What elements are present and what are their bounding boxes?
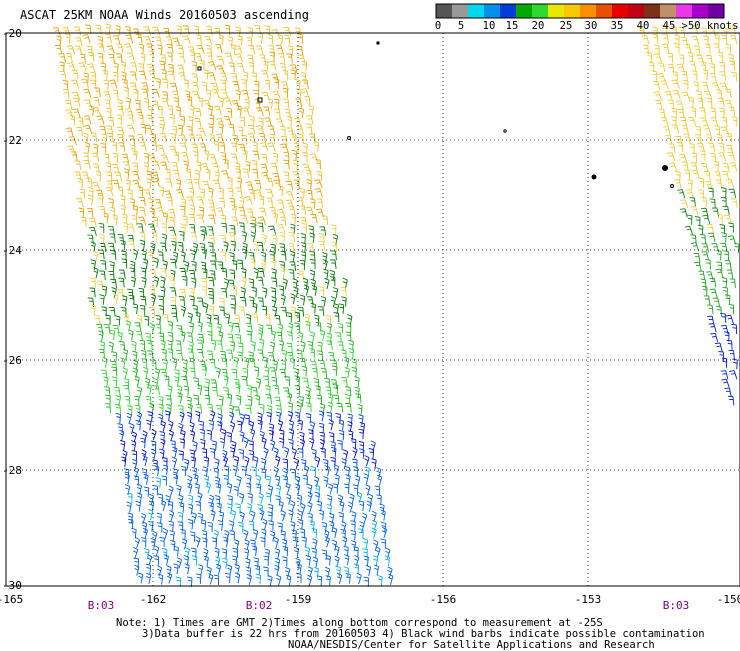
footnote-line-3: NOAA/NESDIS/Center for Satellite Applica…: [288, 639, 655, 651]
legend-swatch: [596, 4, 613, 18]
legend-swatch: [644, 4, 661, 18]
lat-label: -24: [2, 244, 22, 257]
legend-swatch: [436, 4, 453, 18]
legend-swatch: [692, 4, 709, 18]
legend-swatch: [628, 4, 645, 18]
lon-label: -159: [285, 593, 312, 606]
legend-label: 35: [611, 20, 624, 32]
legend-swatch: [660, 4, 677, 18]
legend-label: 45: [663, 20, 676, 32]
longitude-labels: -165 -162 -159 -156 -153 -150: [0, 593, 740, 606]
lon-label: -150: [717, 593, 740, 606]
legend-label: 40: [637, 20, 650, 32]
legend-swatch: [612, 4, 629, 18]
lon-label: -156: [430, 593, 457, 606]
latitude-labels: -20 -22 -24 -26 -28 -30: [2, 27, 22, 592]
legend-swatch: [548, 4, 565, 18]
legend-swatch: [468, 4, 485, 18]
lat-label: -20: [2, 27, 22, 40]
legend-swatch: [564, 4, 581, 18]
time-label: B:03: [88, 599, 115, 612]
legend-swatch: [452, 4, 469, 18]
legend-swatch: [500, 4, 517, 18]
legend-swatch: [708, 4, 725, 18]
legend-label: >50 knots: [682, 20, 739, 32]
time-label: B:03: [663, 599, 690, 612]
time-labels: B:03 B:02 B:03: [88, 599, 690, 612]
legend-label: 5: [458, 20, 464, 32]
footnote-line-1: Note: 1) Times are GMT 2)Times along bot…: [116, 617, 603, 629]
map-title: ASCAT 25KM NOAA Winds 20160503 ascending: [20, 8, 309, 22]
lon-label: -165: [0, 593, 23, 606]
time-label: B:02: [246, 599, 273, 612]
legend-label: 25: [560, 20, 573, 32]
legend-swatch: [532, 4, 549, 18]
legend-label: 30: [585, 20, 598, 32]
legend-label: 0: [435, 20, 441, 32]
grid-lines: [6, 33, 740, 586]
legend-swatch: [516, 4, 533, 18]
legend-swatch: [484, 4, 501, 18]
plot-frame: [5, 32, 740, 587]
footnote-line-2: 3)Data buffer is 22 hrs from 20160503 4)…: [142, 628, 705, 640]
lat-label: -26: [2, 354, 22, 367]
lat-label: -28: [2, 464, 22, 477]
islands: [197, 41, 674, 188]
legend-label: 10: [483, 20, 496, 32]
legend-label: 20: [532, 20, 545, 32]
legend-label: 15: [506, 20, 519, 32]
lon-label: -153: [575, 593, 602, 606]
lon-label: -162: [140, 593, 167, 606]
lat-label: -22: [2, 134, 22, 147]
color-legend: 0 5 10 15 20 25 30 35 40 45 >50 knots: [435, 3, 739, 32]
wind-barbs: [52, 23, 740, 588]
legend-swatch: [676, 4, 693, 18]
lat-label: -30: [2, 579, 22, 592]
legend-swatch: [580, 4, 597, 18]
